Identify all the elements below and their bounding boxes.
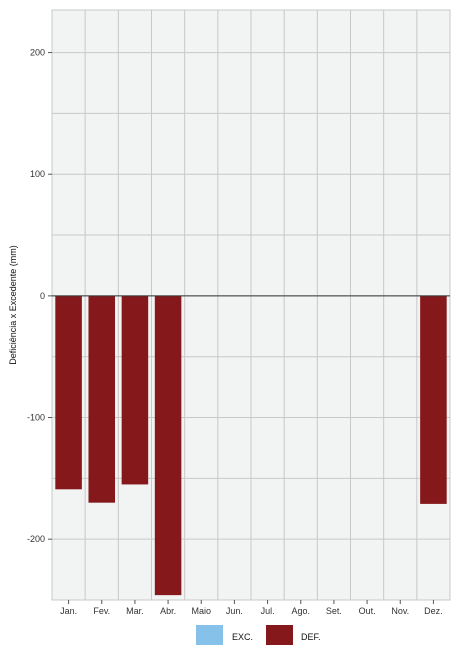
legend-label-exc: EXC. (232, 632, 253, 642)
bar-def-0 (55, 295, 82, 490)
y-axis-title: Deficiência x Excedente (mm) (8, 245, 18, 365)
y-axis-ticks: 200 100 0 -100 -200 (27, 48, 52, 544)
x-tick-label: Jan. (60, 606, 77, 616)
x-tick-label: Maio (191, 606, 211, 616)
y-tick-label: -100 (27, 413, 45, 423)
y-tick-label: -200 (27, 534, 45, 544)
x-tick-label: Abr. (160, 606, 176, 616)
legend-label-def: DEF. (301, 632, 321, 642)
bar-def-1 (88, 295, 116, 503)
y-tick-label: 0 (40, 291, 45, 301)
grid (51, 9, 451, 601)
bar-def-3 (154, 295, 182, 596)
x-tick-label: Ago. (291, 606, 310, 616)
x-axis-ticks: Jan. Fev. Mar. Abr. Maio Jun. Jul. Ago. Set. Out.… (60, 600, 443, 616)
legend-swatch-def (266, 625, 293, 645)
x-tick-label: Out. (359, 606, 376, 616)
x-tick-label: Set. (326, 606, 342, 616)
y-tick-label: 200 (30, 48, 45, 58)
x-tick-label: Nov. (391, 606, 409, 616)
x-tick-label: Jul. (261, 606, 275, 616)
x-tick-label: Mar. (126, 606, 144, 616)
y-tick-label: 100 (30, 169, 45, 179)
x-tick-label: Jun. (226, 606, 243, 616)
bar-def-2 (121, 295, 149, 485)
legend: EXC. DEF. (196, 625, 321, 645)
plot-border (51, 9, 451, 601)
bars (55, 295, 447, 596)
x-tick-label: Dez. (424, 606, 443, 616)
x-tick-label: Fev. (93, 606, 110, 616)
legend-swatch-exc (196, 625, 223, 645)
bar-def-11 (420, 295, 447, 504)
